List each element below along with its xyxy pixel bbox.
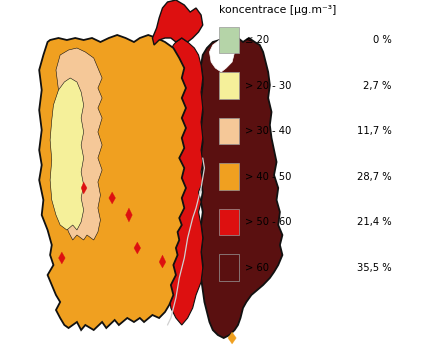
Polygon shape xyxy=(165,38,203,325)
Polygon shape xyxy=(210,38,235,72)
Bar xyxy=(219,27,239,53)
Polygon shape xyxy=(50,78,84,230)
Polygon shape xyxy=(125,208,132,222)
Bar xyxy=(219,163,239,190)
Bar xyxy=(219,254,239,281)
Polygon shape xyxy=(190,218,198,232)
Text: 21,4 %: 21,4 % xyxy=(357,217,392,227)
Text: 0 %: 0 % xyxy=(373,35,392,45)
Polygon shape xyxy=(152,0,203,45)
Bar xyxy=(219,118,239,144)
Polygon shape xyxy=(39,35,186,330)
Text: > 40 - 50: > 40 - 50 xyxy=(245,171,292,182)
Polygon shape xyxy=(56,48,102,240)
Text: 2,7 %: 2,7 % xyxy=(363,80,392,91)
Polygon shape xyxy=(228,332,236,344)
Polygon shape xyxy=(179,288,186,302)
Text: 28,7 %: 28,7 % xyxy=(357,171,392,182)
Polygon shape xyxy=(159,255,166,268)
Polygon shape xyxy=(59,252,65,264)
Text: koncentrace [μg.m⁻³]: koncentrace [μg.m⁻³] xyxy=(219,5,336,15)
Text: > 30 - 40: > 30 - 40 xyxy=(245,126,292,136)
Text: ≤ 20: ≤ 20 xyxy=(245,35,270,45)
Polygon shape xyxy=(81,182,87,194)
Bar xyxy=(219,209,239,235)
Bar xyxy=(219,72,239,99)
Text: > 20 - 30: > 20 - 30 xyxy=(245,80,292,91)
Polygon shape xyxy=(201,38,283,338)
Text: 11,7 %: 11,7 % xyxy=(357,126,392,136)
Polygon shape xyxy=(134,242,141,254)
Polygon shape xyxy=(109,192,115,204)
Text: 35,5 %: 35,5 % xyxy=(357,262,392,273)
Text: > 60: > 60 xyxy=(245,262,270,273)
Text: > 50 - 60: > 50 - 60 xyxy=(245,217,292,227)
